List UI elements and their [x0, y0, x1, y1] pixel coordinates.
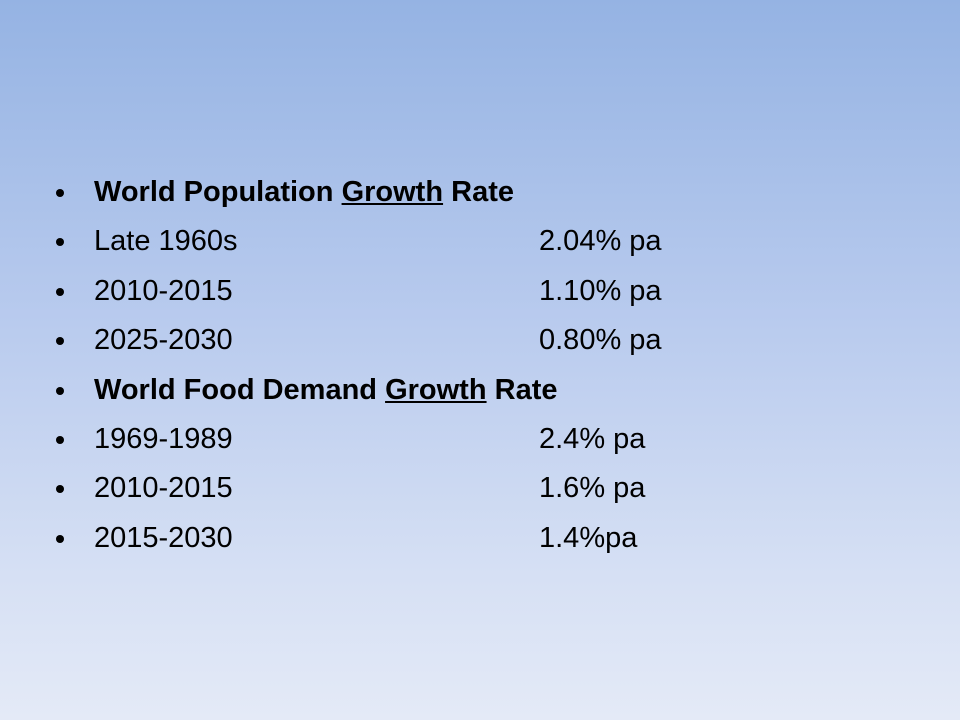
period-label: 2010-2015 — [94, 472, 233, 505]
rate-value: 1.4%pa — [539, 521, 638, 554]
list-item: 1969-1989 2.4% pa — [56, 415, 916, 464]
period-label: Late 1960s — [94, 225, 238, 258]
heading-text: World Population Growth Rate — [94, 168, 514, 217]
rate-value: 2.04% pa — [539, 225, 662, 258]
period-label: 2010-2015 — [94, 274, 233, 307]
period-label: 2015-2030 — [94, 521, 233, 554]
bullet-icon — [56, 238, 64, 247]
heading-underlined-word: Growth — [341, 176, 444, 208]
heading-text: World Food Demand Growth Rate — [94, 366, 557, 415]
heading-prefix: World Population — [94, 176, 342, 208]
rate-value: 2.4% pa — [539, 422, 646, 455]
list-item: 2010-2015 1.6% pa — [56, 464, 916, 513]
list-item: Late 1960s 2.04% pa — [56, 217, 916, 266]
period-label: 1969-1989 — [94, 422, 233, 455]
list-item: 2015-2030 1.4%pa — [56, 514, 916, 563]
section-heading-population: World Population Growth Rate — [56, 168, 916, 217]
bullet-icon — [56, 435, 64, 444]
section-heading-food-demand: World Food Demand Growth Rate — [56, 366, 916, 415]
rate-value: 1.10% pa — [539, 274, 662, 307]
bullet-icon — [56, 534, 64, 543]
heading-prefix: World Food Demand — [94, 373, 386, 406]
bullet-icon — [56, 287, 64, 296]
heading-suffix: Rate — [486, 373, 558, 406]
rate-value: 1.6% pa — [539, 472, 646, 505]
bullet-icon — [56, 386, 64, 395]
bullet-icon — [56, 337, 64, 346]
heading-suffix: Rate — [443, 176, 514, 208]
bullet-list: World Population Growth Rate Late 1960s … — [56, 168, 916, 563]
bullet-icon — [56, 189, 64, 197]
list-item: 2025-2030 0.80% pa — [56, 316, 916, 365]
rate-value: 0.80% pa — [539, 324, 662, 357]
heading-underlined-word: Growth — [385, 373, 487, 406]
list-item: 2010-2015 1.10% pa — [56, 267, 916, 316]
period-label: 2025-2030 — [94, 324, 233, 357]
bullet-icon — [56, 485, 64, 494]
